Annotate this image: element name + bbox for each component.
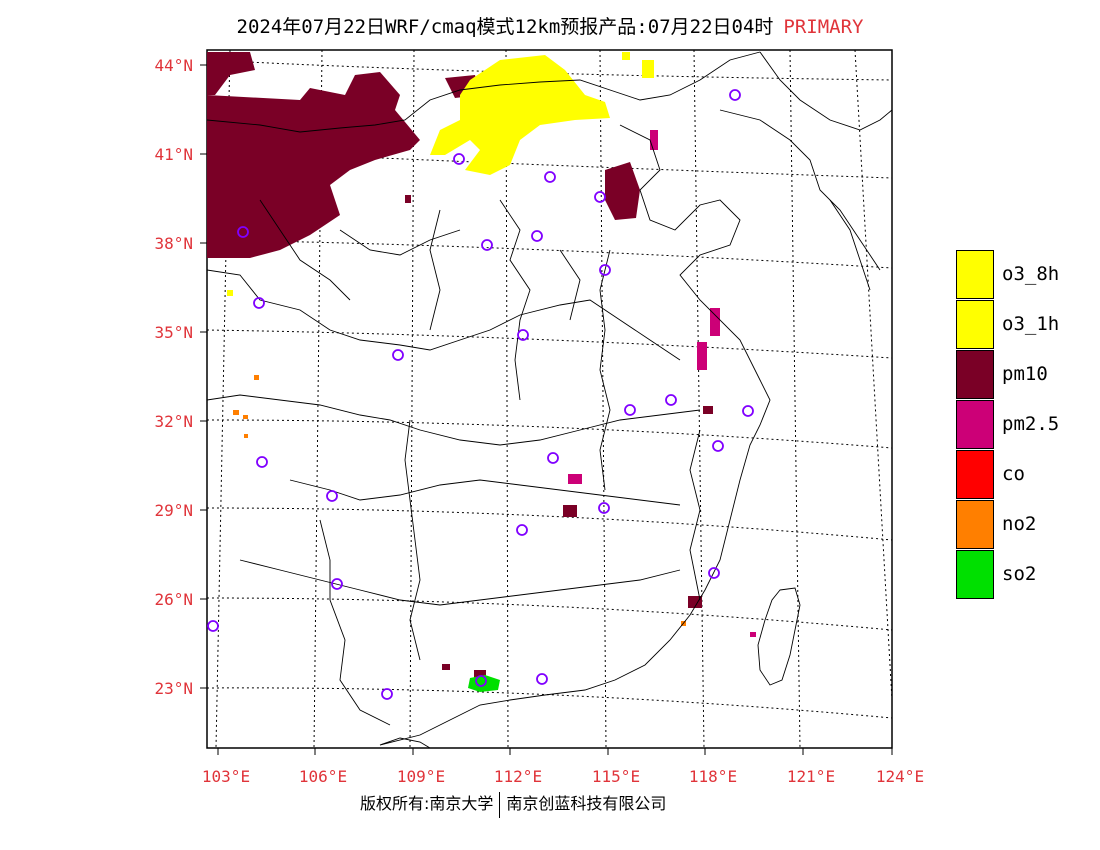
legend-swatch — [956, 349, 994, 399]
pollutant-legend: o3_8h o3_1h pm10 pm2.5 co no2 so2 — [956, 249, 1059, 599]
legend-label: so2 — [1002, 563, 1037, 585]
legend-item-o3-8h: o3_8h — [956, 249, 1059, 299]
copyright-right: 南京创蓝科技有限公司 — [506, 794, 667, 813]
lon-label: 109°E — [397, 767, 445, 786]
pm10-areas — [207, 52, 713, 678]
legend-swatch — [956, 449, 994, 499]
legend-label: co — [1002, 463, 1025, 485]
map-title: 2024年07月22日WRF/cmaq模式12km预报产品:07月22日04时 P… — [0, 12, 1100, 39]
legend-label: no2 — [1002, 513, 1037, 535]
lat-label: 23°N — [154, 679, 193, 698]
legend-swatch — [956, 249, 994, 299]
legend-swatch — [956, 299, 994, 349]
lat-label: 35°N — [154, 323, 193, 342]
map-content — [207, 50, 892, 748]
lat-label: 41°N — [154, 145, 193, 164]
legend-item-pm25: pm2.5 — [956, 399, 1059, 449]
legend-item-so2: so2 — [956, 549, 1059, 599]
copyright-left: 版权所有:南京大学 — [360, 794, 494, 813]
lat-labels: 44°N 41°N 38°N 35°N 32°N 29°N 26°N 23°N — [154, 56, 193, 698]
lat-label: 44°N — [154, 56, 193, 75]
footer-divider — [499, 791, 501, 818]
legend-label: pm2.5 — [1002, 413, 1060, 435]
legend-label: o3_8h — [1002, 263, 1060, 285]
lat-label: 26°N — [154, 590, 193, 609]
lat-label: 29°N — [154, 501, 193, 520]
lon-label: 106°E — [299, 767, 347, 786]
title-main: 2024年07月22日WRF/cmaq模式12km预报产品:07月22日04时 — [236, 16, 774, 38]
legend-label: o3_1h — [1002, 313, 1060, 335]
pm25-areas — [568, 130, 756, 637]
lon-label: 103°E — [202, 767, 250, 786]
legend-item-o3-1h: o3_1h — [956, 299, 1059, 349]
legend-swatch — [956, 549, 994, 599]
lon-label: 118°E — [689, 767, 737, 786]
lon-label: 121°E — [787, 767, 835, 786]
boundary-lines — [207, 51, 892, 748]
station-markers — [207, 89, 754, 700]
lon-label: 124°E — [876, 767, 924, 786]
legend-item-pm10: pm10 — [956, 349, 1059, 399]
legend-item-no2: no2 — [956, 499, 1059, 549]
lat-label: 38°N — [154, 234, 193, 253]
legend-item-co: co — [956, 449, 1059, 499]
lon-label: 115°E — [592, 767, 640, 786]
o3-areas — [227, 52, 654, 296]
axis-ticks — [200, 64, 893, 755]
lon-labels: 103°E 106°E 109°E 112°E 115°E 118°E 121°… — [202, 767, 924, 786]
legend-swatch — [956, 499, 994, 549]
legend-swatch — [956, 399, 994, 449]
lon-label: 112°E — [494, 767, 542, 786]
title-tag: PRIMARY — [783, 16, 864, 38]
copyright-footer: 版权所有:南京大学 南京创蓝科技有限公司 — [360, 790, 666, 818]
legend-label: pm10 — [1002, 363, 1048, 385]
lat-label: 32°N — [154, 412, 193, 431]
